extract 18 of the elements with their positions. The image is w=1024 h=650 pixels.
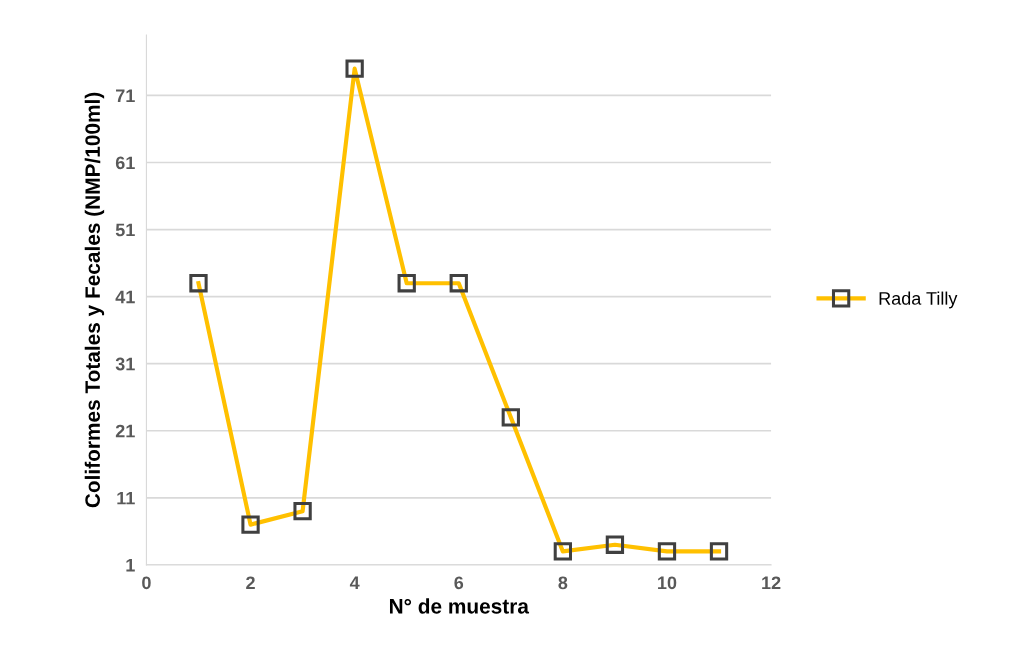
y-axis-title: Coliformes Totales y Fecales (NMP/100ml) (84, 92, 105, 508)
x-axis-title: N° de muestra (389, 598, 530, 614)
y-tick-label: 21 (115, 424, 135, 438)
y-tick-label: 41 (115, 290, 135, 304)
y-tick-label: 11 (117, 491, 135, 505)
x-tick-label: 8 (558, 576, 568, 590)
x-tick-label: 0 (142, 576, 151, 590)
x-tick-label: 6 (454, 576, 464, 590)
x-tick-label: 2 (246, 576, 255, 590)
y-tick-label: 71 (116, 89, 135, 102)
x-tick-label: 10 (658, 576, 677, 590)
y-tick-label: 31 (115, 357, 135, 371)
y-tick-label: 51 (115, 223, 135, 237)
x-tick-label: 4 (349, 576, 360, 590)
legend-label: Rada Tilly (879, 291, 958, 309)
y-tick-label: 61 (115, 156, 135, 170)
y-tick-label: 1 (126, 558, 135, 572)
x-tick-label: 12 (762, 576, 781, 590)
